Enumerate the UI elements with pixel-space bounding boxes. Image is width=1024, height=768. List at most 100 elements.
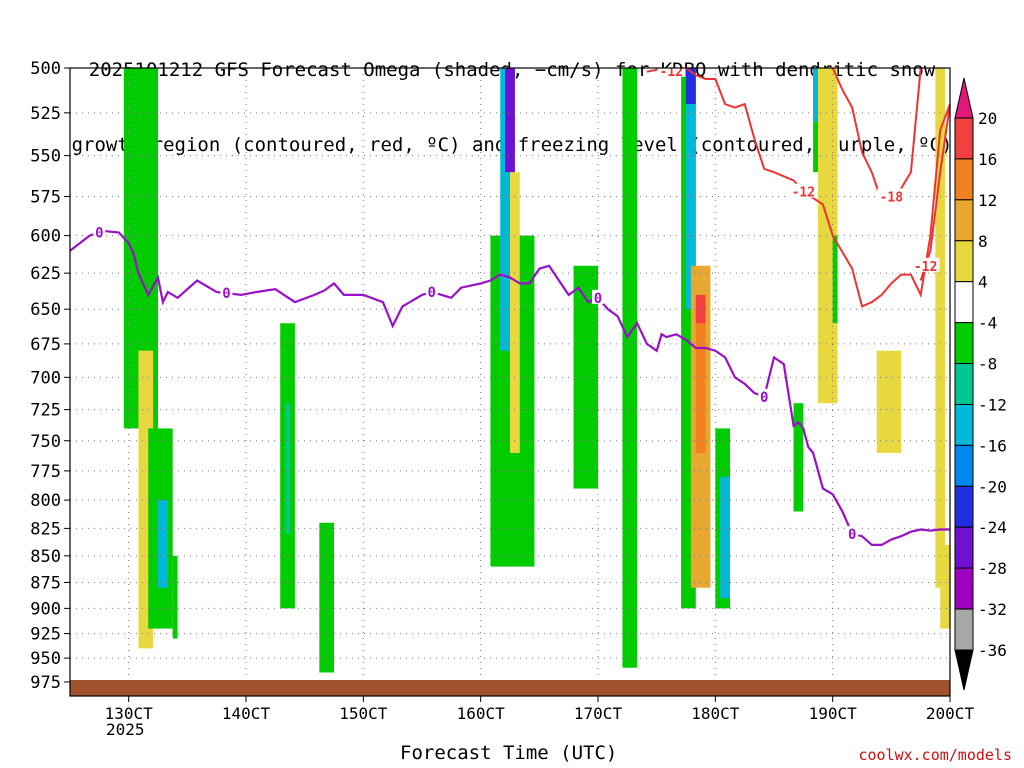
omega-region <box>876 350 902 453</box>
y-tick-label: 575 <box>30 187 61 207</box>
freezing-level-label: 0 <box>95 226 103 242</box>
colorbar-label: -16 <box>978 436 1007 455</box>
colorbar-segment <box>954 567 974 610</box>
colorbar-label: -28 <box>978 559 1007 578</box>
x-tick-label: 130CT <box>105 704 154 723</box>
omega-region <box>686 68 696 310</box>
y-tick-label: 700 <box>30 368 61 388</box>
colorbar-label: 16 <box>978 150 997 169</box>
omega-region <box>510 172 520 453</box>
colorbar-segment <box>954 526 974 569</box>
y-tick-label: 650 <box>30 300 61 320</box>
y-tick-label: 675 <box>30 335 61 355</box>
omega-region <box>818 68 838 404</box>
colorbar-label: 8 <box>978 232 988 251</box>
terrain-ground <box>70 680 950 696</box>
colorbar-segment <box>954 158 974 201</box>
omega-region <box>172 555 178 639</box>
freezing-level-label-bg <box>93 224 106 239</box>
colorbar-label: -4 <box>978 314 997 333</box>
colorbar-segment <box>954 608 974 651</box>
ground-terrain <box>70 680 950 696</box>
omega-region <box>940 544 950 629</box>
omega-region <box>832 235 838 324</box>
y-tick-label: 775 <box>30 462 61 482</box>
omega-region <box>158 500 168 588</box>
credit-link[interactable]: coolwx.com/models <box>858 746 1012 764</box>
y-tick-label: 875 <box>30 573 61 593</box>
colorbar-label: 4 <box>978 273 988 292</box>
freezing-level-label-bg <box>846 525 859 540</box>
omega-region <box>285 403 290 534</box>
dgz-label-bg <box>911 257 940 272</box>
y-tick-label: 900 <box>30 599 61 619</box>
colorbar-label: -36 <box>978 641 1007 660</box>
omega-shading <box>123 68 950 673</box>
colorbar-segment <box>954 117 974 160</box>
freezing-level-label-bg <box>592 289 604 304</box>
y-axis: 500 525 550 575 600 625 650 675 700 725 750 775 800 8… <box>30 59 70 693</box>
colorbar-segment <box>954 199 974 242</box>
contour-lines: 0 0 0 0 0 0 -12 -12 -18 -12 <box>70 65 950 547</box>
omega-region <box>505 68 515 173</box>
colorbar-segment <box>954 444 974 487</box>
plot-frame <box>69 67 951 697</box>
omega-region <box>686 68 696 105</box>
x-axis-title: Forecast Time (UTC) <box>400 742 618 764</box>
colorbar-label: -20 <box>978 477 1007 496</box>
colorbar: 20 16 12 8 4 -4 -8 -12 -16 -20 -24 -28 -32 -36 <box>954 77 1007 691</box>
x-tick-label: 160CT <box>457 704 506 723</box>
colorbar-segment <box>954 240 974 283</box>
freezing-level-label-bg <box>425 284 438 299</box>
x-tick-label: 200CT <box>926 704 975 723</box>
y-tick-label: 950 <box>30 649 61 669</box>
x-tick-label: 190CT <box>809 704 858 723</box>
y-tick-label: 600 <box>30 227 61 247</box>
y-tick-label: 725 <box>30 401 61 421</box>
freezing-level-label: 0 <box>222 286 230 302</box>
y-tick-label: 625 <box>30 264 61 284</box>
colorbar-label: 12 <box>978 191 997 210</box>
colorbar-label: -24 <box>978 518 1007 537</box>
dgz-label-bg <box>657 68 686 77</box>
colorbar-label: -32 <box>978 600 1007 619</box>
freezing-level-label-bg <box>220 285 233 300</box>
dgz-label-bg <box>789 183 818 198</box>
year-label: 2025 <box>106 720 145 739</box>
colorbar-segment <box>954 322 974 365</box>
x-tick-label: 180CT <box>691 704 740 723</box>
colorbar-segment <box>954 485 974 528</box>
omega-region <box>622 68 638 668</box>
freezing-level-label: 0 <box>594 291 602 307</box>
x-tick-label: 170CT <box>574 704 623 723</box>
colorbar-top-arrow <box>954 77 974 119</box>
colorbar-segment <box>954 363 974 405</box>
dgz-contour-label: -18 <box>880 190 904 205</box>
freezing-level-label: 0 <box>428 285 436 301</box>
x-tick-label: 150CT <box>339 704 388 723</box>
y-tick-label: 750 <box>30 432 61 452</box>
freezing-level-label-bg <box>758 388 771 403</box>
colorbar-label: 20 <box>978 109 997 128</box>
dgz-contour-label: -12 <box>792 186 815 201</box>
freezing-level-line <box>70 229 950 547</box>
omega-region <box>935 68 946 588</box>
y-tick-label: 550 <box>30 147 61 167</box>
y-tick-label: 850 <box>30 547 61 567</box>
colorbar-label: -8 <box>978 355 997 374</box>
y-tick-label: 925 <box>30 625 61 645</box>
colorbar-segment <box>954 281 974 324</box>
y-tick-label: 525 <box>30 104 61 124</box>
omega-region <box>720 476 730 599</box>
y-tick-label: 800 <box>30 491 61 511</box>
colorbar-bottom-arrow <box>954 649 974 691</box>
x-tick-label: 140CT <box>222 704 271 723</box>
y-tick-label: 825 <box>30 519 61 539</box>
freezing-level-label: 0 <box>848 527 856 543</box>
dgz-contour-label: -12 <box>660 65 683 80</box>
colorbar-segment <box>954 403 974 446</box>
x-axis: 130CT 140CT 150CT 160CT 170CT 180CT 190CT 200CT <box>105 696 975 723</box>
y-tick-label: 500 <box>30 59 61 79</box>
freezing-level-label: 0 <box>760 390 768 406</box>
